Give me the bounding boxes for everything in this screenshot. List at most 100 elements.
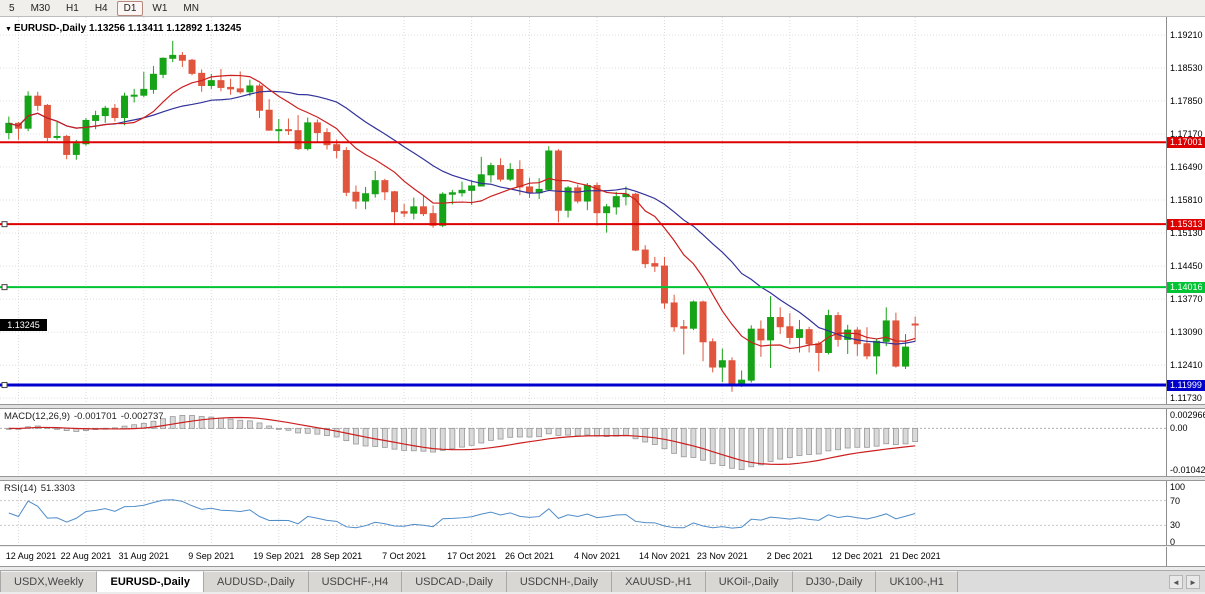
macd-histogram-bar	[295, 427, 301, 434]
candle-body	[34, 95, 42, 106]
macd-histogram-bar	[459, 427, 465, 448]
macd-axis-min: -0.01042	[1170, 464, 1205, 475]
price-axis-tick: 1.11730	[1170, 393, 1202, 404]
candle-body	[689, 301, 697, 329]
line-handle	[1, 382, 8, 389]
candle-body	[680, 326, 688, 329]
macd-histogram-bar	[478, 427, 485, 444]
macd-histogram-bar	[439, 427, 446, 451]
chart-dropdown-caret-icon[interactable]: ▼	[5, 26, 12, 33]
candle-body	[410, 206, 418, 214]
macd-histogram-bar	[507, 427, 514, 438]
macd-histogram-bar	[333, 427, 340, 438]
price-axis-tick: 1.19210	[1170, 30, 1203, 40]
candle-body	[468, 185, 476, 191]
chart-tabs: USDX,Weekly EURUSD-,Daily AUDUSD-,Daily USD…	[0, 571, 958, 592]
candle-body	[545, 150, 553, 190]
timeframe-button-h1[interactable]: H1	[66, 2, 79, 14]
chart-tab-usdx-weekly[interactable]: USDX,Weekly	[1, 571, 98, 592]
rsi-value: 51.3303	[40, 483, 76, 494]
timeframe-button-d1[interactable]: D1	[116, 0, 144, 16]
candle-body	[660, 265, 668, 304]
chart-tab-usdcad-daily[interactable]: USDCAD-,Daily	[402, 571, 507, 592]
macd-histogram-bar	[401, 427, 408, 451]
x-axis-label: 9 Sep 2021	[188, 551, 234, 561]
macd-histogram-bar	[738, 427, 745, 470]
macd-histogram-bar	[902, 427, 909, 445]
candle-body	[824, 315, 832, 353]
macd-histogram-bar	[246, 420, 253, 429]
macd-histogram-bar	[227, 418, 234, 429]
timeframe-button-mn[interactable]: MN	[183, 2, 199, 14]
timeframe-button-m30[interactable]: M30	[30, 2, 51, 14]
candle-body	[458, 189, 466, 194]
candle-body	[873, 340, 881, 357]
timeframe-button-h4[interactable]: H4	[94, 2, 108, 14]
price-axis[interactable]: 1.19210 1.18530 1.17850 1.17170 1.16490 1.158…	[1166, 0, 1205, 567]
candle-body	[323, 132, 331, 146]
x-axis-label: 22 Aug 2021	[61, 551, 112, 561]
macd-histogram-bar	[131, 424, 138, 429]
candle-body	[516, 168, 524, 188]
candle-body	[207, 80, 215, 86]
price-axis-tick: 1.15130	[1170, 228, 1203, 239]
macd-histogram-bar	[169, 416, 176, 429]
x-axis-label: 12 Aug 2021	[6, 551, 57, 561]
chart-title-symbol: EURUSD-,Daily	[13, 23, 87, 34]
x-axis-label: 2 Dec 2021	[767, 551, 813, 561]
candle-body	[429, 213, 437, 226]
macd-histogram-bar	[594, 427, 600, 437]
candle-body	[757, 328, 765, 341]
candle-body	[43, 104, 51, 138]
chart-tab-uk100-h1[interactable]: UK100-,H1	[876, 571, 958, 592]
tab-scroll-right-icon[interactable]: ►	[1186, 574, 1200, 589]
chart-background	[0, 17, 1166, 567]
x-axis-label: 26 Oct 2021	[505, 551, 554, 561]
candle-body	[747, 328, 755, 381]
candle-body	[911, 323, 919, 326]
price-axis-tick: 1.14450	[1170, 261, 1203, 272]
candle-body	[844, 329, 852, 340]
candle-body	[149, 73, 157, 90]
chart-tab-eurusd-daily[interactable]: EURUSD-,Daily	[97, 571, 204, 592]
candle-body	[709, 341, 717, 368]
chart-tab-audusd-daily[interactable]: AUDUSD-,Daily	[203, 571, 309, 592]
candle-body	[159, 57, 167, 75]
timeframe-button-w1[interactable]: W1	[152, 2, 168, 14]
chart-canvas[interactable]: 12 Aug 2021 22 Aug 2021 31 Aug 2021 9 Sep 2…	[0, 0, 1166, 567]
macd-histogram-bar	[391, 427, 398, 450]
candle-body	[111, 107, 119, 119]
macd-histogram-bar	[275, 427, 282, 430]
chart-tab-usdcnh-daily[interactable]: USDCNH-,Daily	[506, 571, 613, 592]
candle-body	[574, 187, 582, 202]
timeframe-button-5[interactable]: 5	[9, 2, 15, 14]
macd-histogram-bar	[758, 427, 764, 466]
macd-histogram-bar	[420, 427, 427, 452]
macd-histogram-bar	[786, 427, 793, 458]
macd-histogram-bar	[565, 427, 571, 436]
candle-body	[718, 360, 726, 368]
macd-histogram-bar	[642, 427, 649, 443]
candle-body	[593, 184, 601, 214]
macd-histogram-bar	[623, 427, 629, 437]
panel-splitter-rsi[interactable]	[0, 476, 1205, 481]
macd-histogram-bar	[208, 416, 215, 429]
macd-histogram-bar	[709, 427, 716, 465]
chart-tab-usdchf-h4[interactable]: USDCHF-,H4	[308, 571, 403, 592]
macd-histogram-bar	[815, 427, 822, 455]
candle-body	[5, 122, 13, 134]
candle-body	[564, 187, 572, 211]
macd-histogram-bar	[266, 425, 273, 429]
macd-histogram-bar	[854, 427, 861, 448]
macd-histogram-bar	[237, 419, 244, 429]
macd-histogram-bar	[314, 427, 321, 435]
chart-tab-ukoil-daily[interactable]: UKOil-,Daily	[705, 571, 793, 592]
chart-title: ▼ EURUSD-,Daily 1.13256 1.13411 1.12892 1…	[5, 23, 241, 34]
candle-body	[169, 54, 177, 59]
panel-splitter-macd[interactable]	[0, 404, 1205, 409]
tab-scroll-left-icon[interactable]: ◄	[1169, 574, 1183, 589]
chart-tab-dj30-daily[interactable]: DJ30-,Daily	[792, 571, 877, 592]
chart-tab-xauusd-h1[interactable]: XAUUSD-,H1	[612, 571, 706, 592]
x-axis-label: 4 Nov 2021	[574, 551, 620, 561]
